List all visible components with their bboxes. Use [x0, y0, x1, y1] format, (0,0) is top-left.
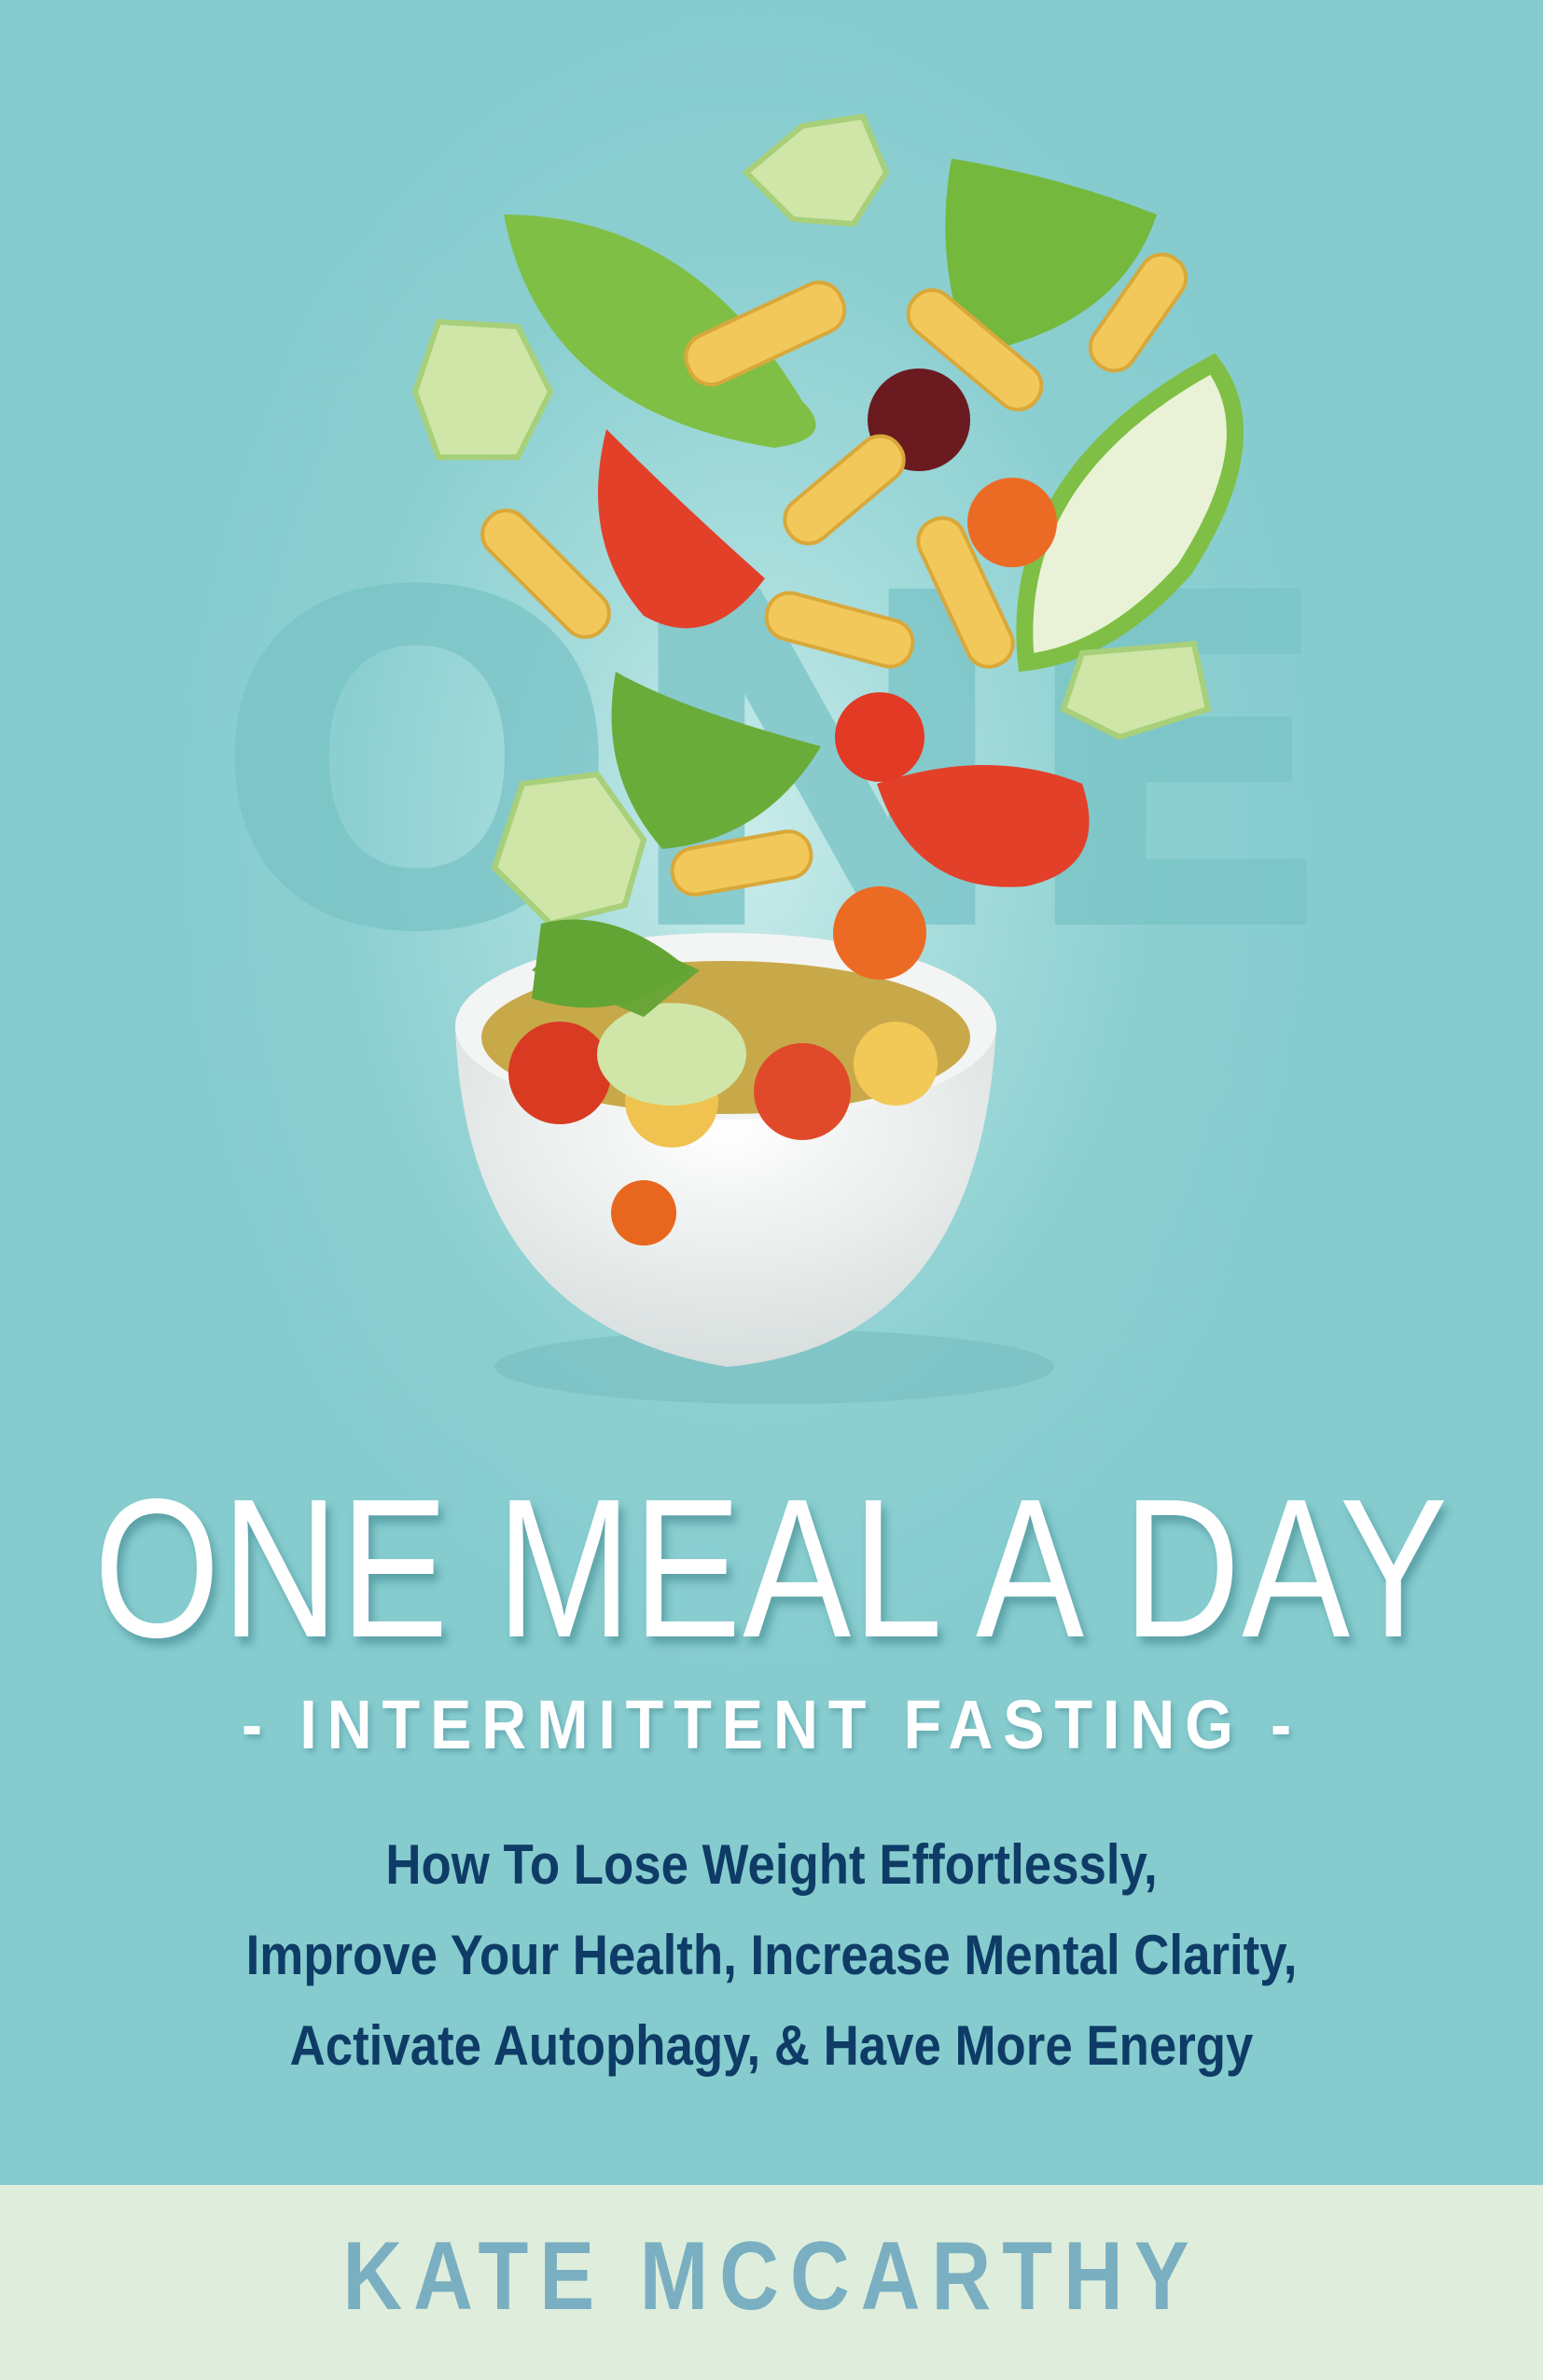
bowl-shadow: [494, 1329, 1054, 1404]
falling-vegetables: [411, 113, 1244, 1008]
salad-illustration: [411, 113, 1244, 1404]
book-subtitle: - INTERMITTENT FASTING -: [241, 1686, 1302, 1763]
book-tagline: How To Lose Weight Effortlessly, Improve…: [0, 1819, 1543, 2091]
author-name: KATE MCCARTHY: [342, 2222, 1201, 2331]
tagline-line: How To Lose Weight Effortlessly,: [385, 1833, 1158, 1896]
tagline-line: Activate Autophagy, & Have More Energy: [289, 2014, 1254, 2077]
author-band: [0, 2185, 1543, 2380]
tagline-line: Improve Your Health, Increase Mental Cla…: [245, 1924, 1298, 1986]
book-title: ONE MEAL A DAY: [93, 1457, 1450, 1678]
